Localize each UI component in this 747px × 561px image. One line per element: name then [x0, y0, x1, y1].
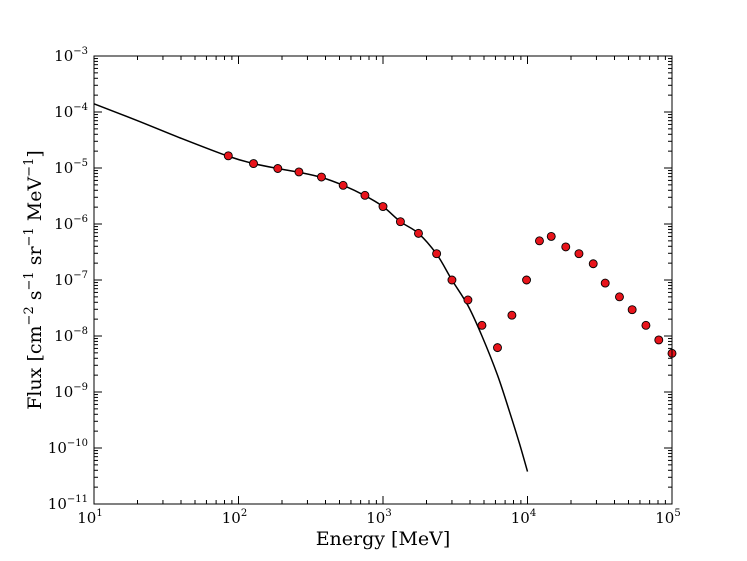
x-tick-label: 101 [77, 508, 102, 527]
x-tick-label-exp: 3 [385, 508, 391, 519]
y-axis-label-sr: sr [24, 246, 46, 272]
data-point [627, 305, 637, 315]
data-point [522, 275, 532, 285]
data-point [414, 228, 423, 238]
data-point [447, 275, 457, 285]
data-point [477, 320, 487, 330]
y-tick-label-base: 10 [54, 103, 73, 121]
y-tick-label-exp: −6 [73, 214, 88, 225]
data-point [535, 236, 544, 246]
y-tick-label-exp: −3 [73, 46, 88, 57]
data-point [600, 278, 610, 288]
y-tick-label-base: 10 [54, 215, 73, 233]
y-tick-label: 10−3 [54, 46, 88, 65]
y-tick-label-base: 10 [54, 271, 73, 289]
y-tick-label-base: 10 [54, 159, 73, 177]
y-tick-label: 10−5 [54, 158, 88, 177]
data-point [395, 217, 405, 227]
points-layer [223, 151, 677, 358]
data-point [561, 242, 571, 252]
data-point [615, 292, 624, 302]
x-tick-label-exp: 4 [530, 508, 536, 519]
data-point [223, 151, 233, 161]
y-tick-label-base: 10 [54, 383, 73, 401]
y-tick-label: 10−11 [48, 494, 88, 513]
data-point [249, 159, 258, 169]
x-tick-label: 103 [366, 508, 391, 527]
data-point [273, 164, 283, 173]
data-point [507, 310, 517, 320]
y-axis-label-s: s [24, 290, 46, 306]
y-axis-label-sr-exp: −1 [22, 227, 37, 246]
plot-frame [93, 55, 673, 505]
data-point [316, 172, 326, 182]
data-point [294, 167, 304, 177]
y-tick-label: 10−7 [54, 270, 88, 289]
y-tick-label-exp: −11 [67, 494, 88, 505]
data-point [338, 180, 348, 190]
x-tick-labels: 101 102 103 104 105 [77, 508, 680, 527]
plot-area [94, 56, 672, 504]
data-point [654, 335, 664, 345]
data-point [574, 249, 584, 259]
x-tick-label-base: 10 [77, 509, 96, 527]
y-tick-label: 10−9 [54, 382, 88, 401]
y-tick-label-exp: −4 [73, 102, 88, 113]
y-axis-label-prefix: Flux [cm [24, 325, 46, 409]
y-tick-label: 10−8 [54, 326, 88, 345]
y-tick-label-exp: −7 [73, 270, 88, 281]
x-tick-label: 102 [222, 508, 247, 527]
data-point [432, 249, 442, 259]
y-axis-label-suffix: ] [24, 150, 46, 157]
y-tick-label: 10−10 [48, 438, 88, 457]
data-point [378, 202, 388, 211]
x-tick-label-exp: 2 [241, 508, 247, 519]
tick-marks [93, 55, 673, 505]
data-point [463, 295, 473, 305]
y-tick-label-base: 10 [54, 47, 73, 65]
x-tick-label: 105 [655, 508, 680, 527]
y-tick-label: 10−6 [54, 214, 88, 233]
x-tick-label: 104 [511, 508, 536, 527]
data-point [360, 190, 370, 200]
y-tick-label-base: 10 [48, 495, 67, 513]
x-axis-label: Energy [MeV] [316, 528, 451, 550]
y-tick-label-exp: −9 [73, 382, 88, 393]
data-point [641, 320, 651, 330]
y-axis-label-cm-exp: −2 [22, 306, 37, 325]
x-tick-label-base: 10 [511, 509, 530, 527]
data-point [588, 259, 598, 269]
y-axis-label-s-exp: −1 [22, 271, 37, 290]
y-axis-label: Flux [cm−2 s−1 sr−1 MeV−1] [22, 150, 46, 410]
data-point [546, 231, 556, 241]
x-tick-label-base: 10 [222, 509, 241, 527]
x-tick-label-base: 10 [366, 509, 385, 527]
y-tick-label-exp: −8 [73, 326, 88, 337]
data-point [493, 343, 502, 353]
y-tick-label-exp: −5 [73, 158, 88, 169]
x-tick-label-exp: 1 [96, 508, 102, 519]
y-tick-label-base: 10 [54, 327, 73, 345]
x-tick-label-exp: 5 [674, 508, 680, 519]
y-axis-label-mev-exp: −1 [22, 158, 37, 177]
y-axis-label-mev: MeV [24, 177, 46, 228]
y-tick-label-exp: −10 [67, 438, 88, 449]
x-tick-label-base: 10 [655, 509, 674, 527]
y-tick-label: 10−4 [54, 102, 88, 121]
y-tick-label-base: 10 [48, 439, 67, 457]
